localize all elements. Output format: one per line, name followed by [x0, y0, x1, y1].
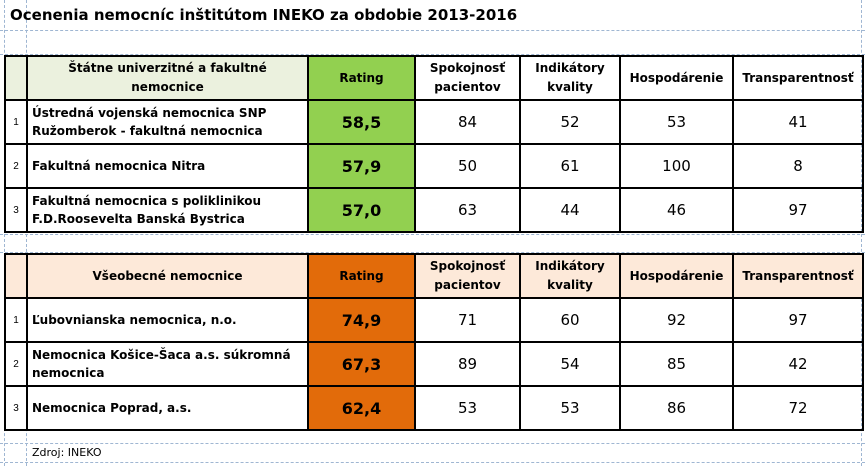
transparency-cell: 42	[732, 341, 864, 387]
category-header: Štátne univerzitné a fakultné nemocnice	[26, 55, 309, 101]
quality-cell: 61	[519, 143, 621, 189]
quality-cell: 60	[519, 297, 621, 343]
table-row: 1 Ústredná vojenská nemocnica SNP Ružomb…	[4, 99, 864, 145]
quality-cell: 53	[519, 385, 621, 431]
header-rank-cell	[4, 55, 28, 101]
table-row: 3 Nemocnica Poprad, a.s. 62,4 53 53 86 7…	[4, 385, 864, 431]
transparency-cell: 97	[732, 297, 864, 343]
economy-cell: 100	[619, 143, 734, 189]
rating-cell: 58,5	[307, 99, 416, 145]
transparency-cell: 97	[732, 187, 864, 233]
quality-header: Indikátory kvality	[519, 55, 621, 101]
table-row: 2 Fakultná nemocnica Nitra 57,9 50 61 10…	[4, 143, 864, 189]
header-rank-cell	[4, 253, 28, 299]
rank-cell: 3	[4, 385, 28, 431]
quality-cell: 52	[519, 99, 621, 145]
hospital-name: Nemocnica Poprad, a.s.	[26, 385, 309, 431]
rating-header: Rating	[307, 55, 416, 101]
transparency-cell: 72	[732, 385, 864, 431]
satisfaction-header: Spokojnosť pacientov	[414, 55, 521, 101]
satisfaction-cell: 50	[414, 143, 521, 189]
table-row: 2 Nemocnica Košice-Šaca a.s. súkromná ne…	[4, 341, 864, 387]
satisfaction-cell: 89	[414, 341, 521, 387]
quality-cell: 54	[519, 341, 621, 387]
grid-line	[0, 462, 865, 463]
rating-cell: 62,4	[307, 385, 416, 431]
grid-line	[0, 234, 865, 235]
economy-cell: 85	[619, 341, 734, 387]
economy-cell: 53	[619, 99, 734, 145]
grid-line	[861, 0, 862, 466]
transparency-header: Transparentnosť	[732, 253, 864, 299]
economy-cell: 92	[619, 297, 734, 343]
hospital-name: Ľubovnianska nemocnica, n.o.	[26, 297, 309, 343]
table-row: 1 Ľubovnianska nemocnica, n.o. 74,9 71 6…	[4, 297, 864, 343]
satisfaction-header: Spokojnosť pacientov	[414, 253, 521, 299]
economy-header: Hospodárenie	[619, 55, 734, 101]
rank-cell: 1	[4, 297, 28, 343]
transparency-header: Transparentnosť	[732, 55, 864, 101]
rating-header: Rating	[307, 253, 416, 299]
grid-line	[0, 30, 865, 31]
grid-line	[26, 0, 27, 466]
grid-line	[0, 252, 865, 253]
hospital-name: Nemocnica Košice-Šaca a.s. súkromná nemo…	[26, 341, 309, 387]
rank-cell: 1	[4, 99, 28, 145]
quality-cell: 44	[519, 187, 621, 233]
category-header: Všeobecné nemocnice	[26, 253, 309, 299]
grid-line	[0, 443, 865, 444]
rating-cell: 67,3	[307, 341, 416, 387]
satisfaction-cell: 71	[414, 297, 521, 343]
rank-cell: 2	[4, 143, 28, 189]
hospital-name: Ústredná vojenská nemocnica SNP Ružomber…	[26, 99, 309, 145]
rank-cell: 3	[4, 187, 28, 233]
economy-header: Hospodárenie	[619, 253, 734, 299]
rank-cell: 2	[4, 341, 28, 387]
table-row: 3 Fakultná nemocnica s poliklinikou F.D.…	[4, 187, 864, 233]
hospital-name: Fakultná nemocnica s poliklinikou F.D.Ro…	[26, 187, 309, 233]
rating-cell: 57,0	[307, 187, 416, 233]
page-title: Ocenenia nemocníc inštitútom INEKO za ob…	[10, 6, 518, 24]
satisfaction-cell: 53	[414, 385, 521, 431]
rating-cell: 74,9	[307, 297, 416, 343]
transparency-cell: 8	[732, 143, 864, 189]
economy-cell: 46	[619, 187, 734, 233]
source-note: Zdroj: INEKO	[32, 446, 102, 459]
transparency-cell: 41	[732, 99, 864, 145]
rating-cell: 57,9	[307, 143, 416, 189]
satisfaction-cell: 84	[414, 99, 521, 145]
satisfaction-cell: 63	[414, 187, 521, 233]
quality-header: Indikátory kvality	[519, 253, 621, 299]
grid-line	[0, 54, 865, 55]
hospital-name: Fakultná nemocnica Nitra	[26, 143, 309, 189]
grid-line	[4, 0, 5, 466]
economy-cell: 86	[619, 385, 734, 431]
state-hospitals-table: Štátne univerzitné a fakultné nemocnice …	[4, 55, 864, 233]
general-hospitals-table: Všeobecné nemocnice Rating Spokojnosť pa…	[4, 253, 864, 431]
